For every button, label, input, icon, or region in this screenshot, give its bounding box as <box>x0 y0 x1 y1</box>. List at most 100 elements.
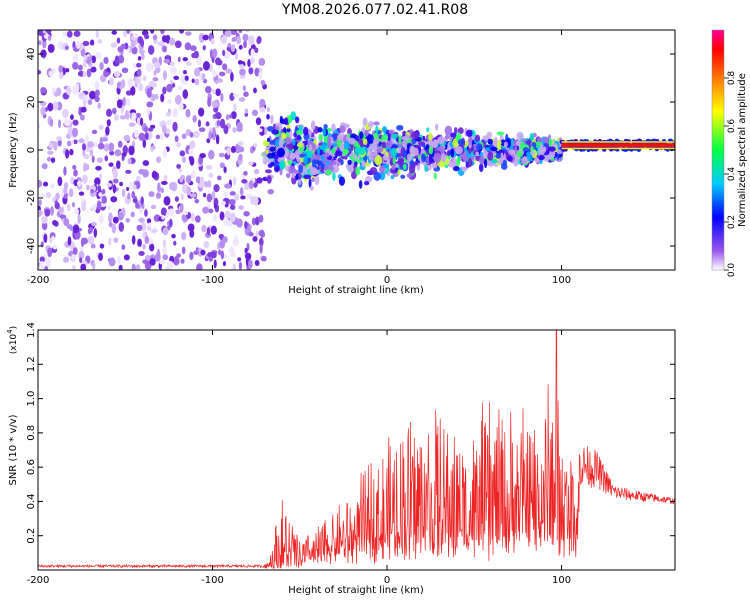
heatmap-cell <box>47 102 54 112</box>
heatmap-cell <box>228 246 235 255</box>
heatmap-cell <box>120 79 126 89</box>
heatmap-cell <box>131 235 136 245</box>
heatmap-cell <box>230 44 236 53</box>
heatmap-cell <box>96 200 102 210</box>
heatmap-cell <box>218 152 225 158</box>
heatmap-cell <box>52 67 56 74</box>
heatmap-cell <box>441 152 447 163</box>
heatmap-cell <box>287 160 293 166</box>
heatmap-cell <box>238 205 244 210</box>
heatmap-cell <box>490 158 498 164</box>
heatmap-cell <box>266 175 272 184</box>
heatmap-cell <box>130 85 136 96</box>
heatmap-cell <box>201 73 206 81</box>
heatmap-cell <box>161 124 167 134</box>
heatmap-cell <box>160 187 164 194</box>
heatmap-cell <box>156 248 161 259</box>
heatmap-cell <box>103 71 110 77</box>
heatmap-cell <box>208 130 212 141</box>
heatmap-cell <box>189 140 196 149</box>
snr-chart: -200 -100 0 100 0.2 0.4 0.6 0.8 1.0 1.2 1.4 Heigh… <box>6 322 676 596</box>
heatmap-cell <box>78 138 85 144</box>
heatmap-cell <box>109 77 114 86</box>
heatmap-cell <box>203 181 209 188</box>
heatmap-cell <box>162 254 169 261</box>
heatmap-cell <box>310 132 315 138</box>
heatmap-cell <box>47 35 52 41</box>
heatmap-cell <box>38 40 42 46</box>
heatmap-cell <box>422 135 426 141</box>
heatmap-cell <box>382 126 388 133</box>
heatmap-cell <box>138 49 145 55</box>
heatmap-cell <box>378 165 385 174</box>
heatmap-cell <box>188 148 194 156</box>
heatmap-cell <box>41 221 48 231</box>
heatmap-cell <box>428 153 433 163</box>
heatmap-cell <box>44 265 49 270</box>
heatmap-cell <box>375 125 379 134</box>
heatmap-cell <box>74 208 80 215</box>
heatmap-cell <box>286 124 291 129</box>
heatmap-cell <box>140 38 145 48</box>
snr-x-tick-label: 100 <box>552 575 571 586</box>
heatmap-cell <box>230 111 237 120</box>
heatmap-cell <box>144 254 151 261</box>
heatmap-cell <box>116 37 121 44</box>
heatmap-cell <box>179 30 184 34</box>
heatmap-cell <box>174 196 179 202</box>
heatmap-cell <box>80 48 86 57</box>
heatmap-cell <box>232 176 237 186</box>
heatmap-cell <box>243 210 250 217</box>
heatmap-cell <box>197 107 205 117</box>
spectrogram-y-label: Frequency (Hz) <box>8 112 19 188</box>
heatmap-cell <box>51 101 59 111</box>
heatmap-cell <box>122 96 126 107</box>
heatmap-cell <box>89 149 94 157</box>
heatmap-cell <box>311 177 315 183</box>
heatmap-cell <box>38 199 42 206</box>
heatmap-cell <box>94 177 101 186</box>
heatmap-cell <box>400 174 406 179</box>
heatmap-cell <box>51 235 55 242</box>
heatmap-cell <box>373 171 381 181</box>
heatmap-cell <box>91 129 98 135</box>
heatmap-cell <box>238 153 243 161</box>
heatmap-cell <box>57 138 62 147</box>
snr-series-line <box>38 330 675 570</box>
heatmap-cell <box>66 30 73 38</box>
heatmap-cell <box>364 176 373 183</box>
heatmap-cell <box>225 114 230 121</box>
heatmap-cell <box>112 216 119 224</box>
heatmap-cell <box>150 93 156 102</box>
heatmap-cell <box>50 157 56 164</box>
heatmap-cell <box>152 77 159 82</box>
heatmap-cell <box>222 261 227 267</box>
heatmap-cell <box>460 166 468 171</box>
heatmap-cell <box>248 231 254 237</box>
heatmap-cell <box>106 182 112 188</box>
heatmap-cell <box>142 75 147 82</box>
heatmap-cell <box>255 216 260 226</box>
heatmap-cell <box>128 181 135 190</box>
heatmap-cell <box>161 214 165 220</box>
heatmap-cell <box>144 235 149 245</box>
heatmap-cell <box>428 146 434 155</box>
heatmap-cell <box>548 146 556 152</box>
heatmap-cell <box>138 217 145 223</box>
heatmap-cell <box>457 139 465 146</box>
heatmap-cell <box>142 139 147 148</box>
heatmap-cell <box>217 175 222 181</box>
heatmap-cell <box>117 212 124 221</box>
heatmap-cell <box>265 149 269 155</box>
heatmap-cell <box>295 173 299 181</box>
heatmap-cell <box>262 140 270 147</box>
heatmap-cell <box>103 143 110 152</box>
heatmap-cell <box>226 147 231 156</box>
heatmap-cell <box>383 154 388 161</box>
heatmap-cell <box>368 152 375 161</box>
heatmap-cell <box>132 198 138 203</box>
heatmap-cell <box>116 99 123 109</box>
heatmap-cell <box>273 161 278 168</box>
heatmap-cell <box>260 80 266 86</box>
heatmap-cell <box>288 165 296 174</box>
